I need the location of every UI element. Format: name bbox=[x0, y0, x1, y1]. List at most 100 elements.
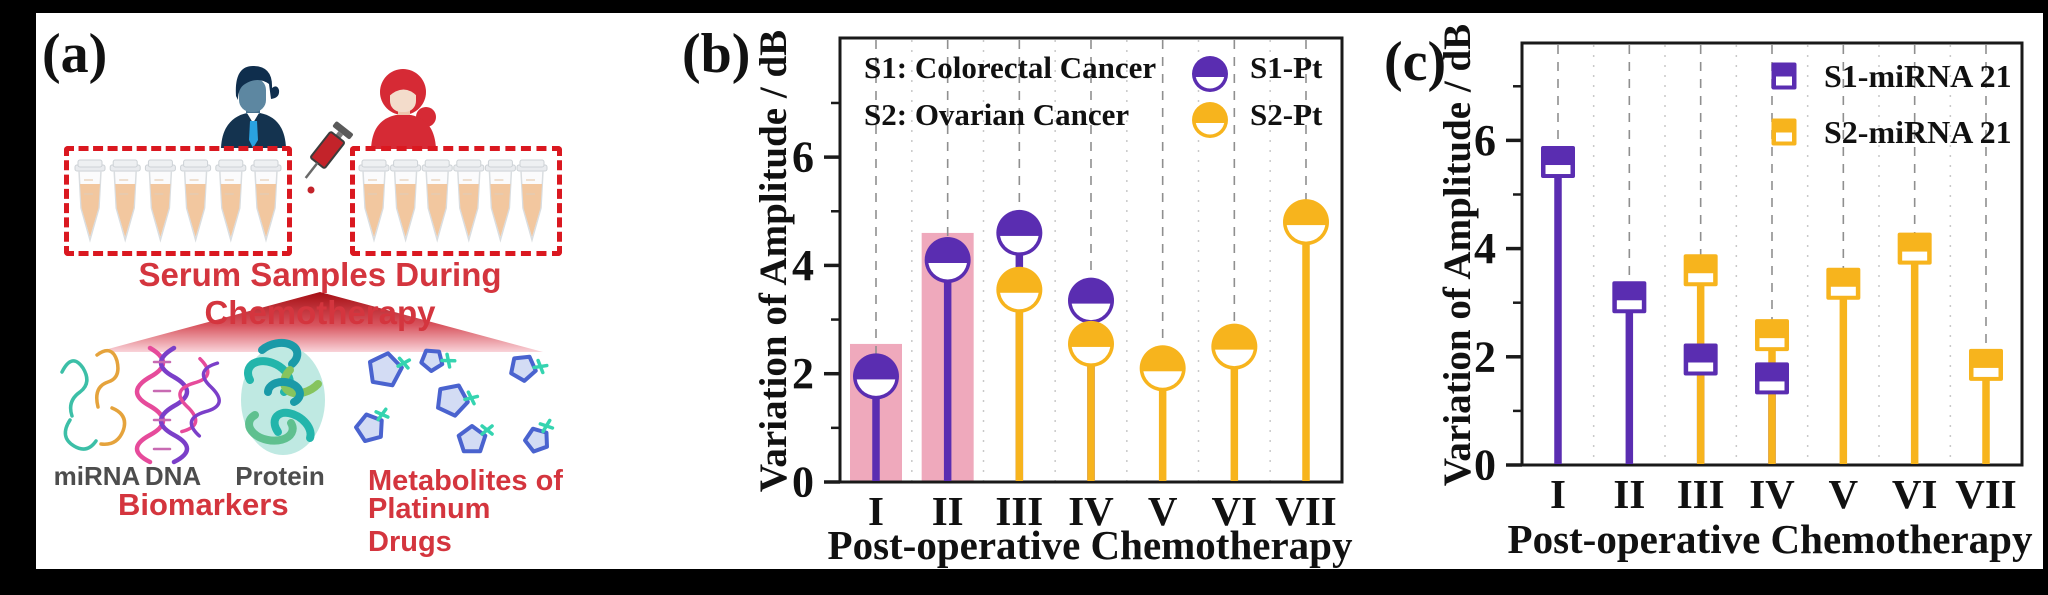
data-point-S1-miRNA 21-I bbox=[1541, 146, 1575, 179]
platinum-metabolite-icon bbox=[367, 351, 412, 388]
panel-b-legend-label-s1pt: S1-Pt bbox=[1250, 50, 1323, 85]
platinum-metabolite-icon bbox=[419, 348, 457, 373]
x-tick-label: IV bbox=[1749, 471, 1795, 517]
panel-c-legend-label-s2: S2-miRNA 21 bbox=[1824, 114, 2012, 150]
data-point-S2-miRNA 21-VII bbox=[1969, 348, 2003, 381]
man-hair bbox=[235, 66, 280, 100]
biomarkers-label: Biomarkers bbox=[118, 487, 289, 522]
data-point-S1-Pt-IV-white-band bbox=[1071, 303, 1111, 321]
protein-ribbon bbox=[280, 366, 322, 398]
protein-ribbon bbox=[258, 338, 302, 368]
tube-serum-fill bbox=[80, 184, 100, 237]
sample-tube-icon bbox=[453, 159, 485, 243]
x-tick-label: VII bbox=[1955, 471, 2017, 517]
protein-fill bbox=[241, 345, 325, 455]
data-point-S1-Pt-II-white-band bbox=[928, 263, 968, 280]
tube-serum-fill bbox=[150, 184, 171, 237]
panel-b-y-axis-title: Variation of Amplitude / dB bbox=[752, 29, 795, 493]
panel-c-legend-label-s1: S1-miRNA 21 bbox=[1824, 58, 2012, 94]
data-point-S2-Pt-IV-white-band bbox=[1071, 346, 1111, 364]
x-tick-label: V bbox=[1148, 488, 1178, 534]
x-tick-label: III bbox=[995, 488, 1043, 534]
tube-serum-fill bbox=[220, 184, 241, 237]
data-point-S1-Pt-II bbox=[924, 237, 971, 283]
data-point-S2-miRNA 21-V bbox=[1826, 267, 1861, 300]
data-point-S2-Pt-VII bbox=[1283, 199, 1329, 246]
man-face bbox=[239, 78, 266, 112]
sample-tube-icon bbox=[144, 159, 176, 243]
y-tick-label: 2 bbox=[1474, 332, 1496, 381]
tube-cap bbox=[147, 159, 173, 168]
blood-drop-icon bbox=[307, 186, 315, 194]
panel-a-label: (a) bbox=[42, 23, 108, 85]
sample-tube-icon bbox=[516, 159, 548, 243]
data-point-S2-Pt-V bbox=[1139, 345, 1186, 392]
mirna-strand bbox=[95, 348, 120, 409]
sample-tube-icon bbox=[484, 159, 516, 243]
platinum-metabolite-icon bbox=[354, 407, 390, 444]
x-tick-label: I bbox=[1550, 471, 1566, 517]
tube-serum-fill bbox=[395, 184, 416, 237]
legend-marker-S2-Pt bbox=[1192, 102, 1228, 138]
platinum-metabolite-icon bbox=[456, 424, 494, 454]
data-point-S1-miRNA 21-II-white-band bbox=[1616, 300, 1642, 310]
mirna-strand bbox=[63, 418, 98, 451]
data-point-S1-Pt-I-white-band bbox=[856, 379, 896, 396]
man-collar bbox=[247, 113, 259, 123]
panel-c-x-axis-title: Post-operative Chemotherapy bbox=[1507, 516, 2033, 562]
panel-b-legend-note-s1: S1: Colorectal Cancer bbox=[864, 50, 1157, 85]
x-tick-label: VII bbox=[1275, 488, 1337, 534]
sample-tube-icon bbox=[180, 159, 212, 243]
tube-serum-fill bbox=[115, 184, 136, 237]
platinum-metabolite-icon bbox=[436, 383, 480, 418]
panel-c-y-axis-title: Variation of Amplitude / dB bbox=[1436, 23, 1479, 487]
data-point-S2-Pt-III bbox=[996, 266, 1043, 313]
sample-tube-icon bbox=[390, 159, 422, 243]
protein-icon bbox=[241, 338, 325, 455]
data-point-S2-Pt-VII-white-band bbox=[1286, 225, 1326, 242]
sample-tube-icon bbox=[250, 159, 282, 243]
dna-strand bbox=[158, 345, 190, 465]
protein-ribbon bbox=[264, 377, 304, 406]
data-point-S1-Pt-IV bbox=[1068, 277, 1114, 324]
data-point-S2-miRNA 21-IV-white-band bbox=[1759, 338, 1785, 348]
x-tick-label: VI bbox=[1892, 471, 1938, 517]
data-point-S2-miRNA 21-VI bbox=[1897, 232, 1932, 265]
woman-fringe bbox=[388, 72, 418, 97]
woman-body bbox=[371, 115, 436, 149]
data-point-S1-Pt-III bbox=[996, 209, 1043, 256]
legend-marker-S2-miRNA 21 bbox=[1771, 118, 1797, 146]
dna-icon bbox=[134, 345, 221, 465]
sample-box-right bbox=[350, 146, 562, 256]
tube-serum-fill bbox=[458, 184, 479, 237]
protein-ribbon bbox=[245, 411, 297, 445]
tube-serum-fill bbox=[522, 184, 542, 237]
metabolite-ligand bbox=[466, 390, 476, 406]
panel-c-label: (c) bbox=[1384, 31, 1447, 93]
data-point-S2-miRNA 21-V-white-band bbox=[1830, 286, 1856, 296]
x-tick-label: VI bbox=[1212, 488, 1258, 534]
sample-tube-icon bbox=[421, 159, 453, 243]
metabolites-label-line2: Platinum Drugs bbox=[368, 493, 491, 558]
x-tick-label: III bbox=[1677, 471, 1725, 517]
y-tick-label: 6 bbox=[792, 133, 814, 182]
tube-serum-fill bbox=[364, 184, 384, 237]
sample-tube-icon bbox=[74, 159, 106, 243]
man-icon bbox=[221, 66, 286, 148]
tube-cap bbox=[456, 159, 482, 168]
panel-b-legend-label-s2pt: S2-Pt bbox=[1250, 97, 1323, 132]
panel-b-legend-note-s2: S2: Ovarian Cancer bbox=[864, 97, 1130, 132]
legend-marker-S2-Pt-white-band bbox=[1195, 123, 1225, 135]
dna-strand bbox=[189, 361, 221, 438]
mirna-icon bbox=[60, 348, 127, 451]
x-tick-label: II bbox=[1613, 471, 1645, 517]
tube-cap bbox=[77, 159, 103, 168]
x-tick-label: IV bbox=[1068, 488, 1114, 534]
data-point-S2-miRNA 21-VII-white-band bbox=[1973, 367, 1999, 377]
legend-marker-S1-miRNA 21 bbox=[1771, 62, 1797, 90]
metabolites-label-line1: Metabolites of bbox=[368, 465, 563, 497]
plot-border bbox=[838, 36, 1344, 484]
protein-label: Protein bbox=[235, 461, 325, 491]
